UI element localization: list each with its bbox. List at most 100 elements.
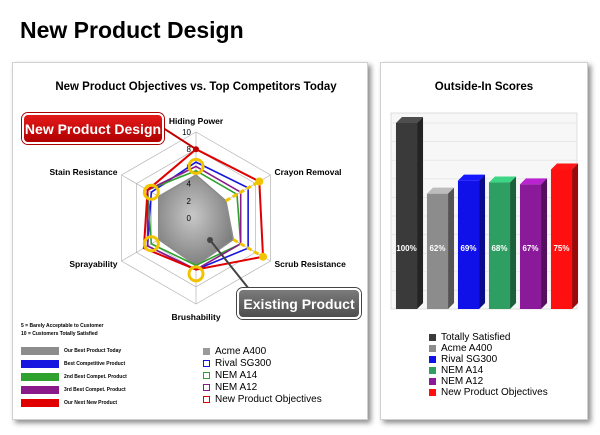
left-legend-item: 2nd Best Compet. Product (21, 370, 127, 383)
bar-panel: Outside-In Scores 100% 62% 69% 68% 67% 75% To… (380, 62, 588, 420)
legend-swatch (21, 372, 59, 381)
bar-legend-item: NEM A14 (429, 365, 548, 376)
callout-pointer-new (159, 125, 197, 151)
bar-rival-sg300 (457, 180, 480, 309)
bar-value-label: 100% (396, 244, 416, 253)
radar-chart: New Product Objectives vs. Top Competito… (49, 81, 346, 322)
bar-nem-a12 (519, 184, 542, 309)
left-legend-label: 3rd Best Compet. Product (64, 386, 126, 393)
radar-legend-item: NEM A14 (203, 369, 322, 381)
bar-value-label: 69% (460, 244, 476, 253)
radar-panel: New Product Objectives vs. Top Competito… (12, 62, 368, 420)
improvement-arrow (225, 180, 261, 203)
legend-swatch (429, 334, 436, 341)
legend-swatch (21, 398, 59, 407)
radar-axis-label: Brushability (171, 312, 220, 322)
callout-new-product-design: New Product Design (22, 113, 164, 144)
bar-legend-label: NEM A12 (441, 376, 484, 387)
bar-legend-label: Acme A400 (441, 343, 493, 354)
callout-pointer-dot (193, 146, 199, 153)
left-legend-item: Best Competitive Product (21, 357, 127, 370)
radar-axis-label: Sprayability (69, 259, 117, 269)
highlight-ring (187, 265, 205, 283)
radar-axis-label: Crayon Removal (274, 167, 341, 177)
legend-swatch (203, 371, 210, 379)
bar-top-face (550, 163, 579, 170)
legend-swatch (429, 356, 436, 363)
radar-legend-item: New Product Objectives (203, 393, 322, 405)
highlight-ring (142, 183, 160, 201)
radar-legend-label: New Product Objectives (215, 393, 322, 405)
bar-totally-satisfied (395, 123, 418, 309)
bar-legend-item: Totally Satisfied (429, 332, 548, 343)
scale-note-barely: 5 = Barely Acceptable to Customer (21, 323, 104, 329)
bar-side-face (448, 187, 455, 309)
left-legend-label: Our Next New Product (64, 399, 118, 406)
radar-tick-label: 8 (187, 145, 192, 154)
bar-legend-item: Acme A400 (429, 343, 548, 354)
legend-swatch (21, 359, 59, 368)
bar-chart: Outside-In Scores 100% 62% 69% 68% 67% 75% (390, 81, 579, 310)
legend-swatch (429, 389, 436, 396)
radar-legend: Acme A400 Rival SG300 NEM A14 NEM A12 Ne… (203, 345, 322, 405)
bar-value-label: 75% (553, 244, 569, 253)
radar-title: New Product Objectives vs. Top Competito… (55, 81, 337, 93)
radar-legend-item: Rival SG300 (203, 357, 322, 369)
bar-top-face (457, 174, 486, 181)
legend-swatch (429, 367, 436, 374)
bar-value-label: 67% (522, 244, 538, 253)
callout-existing-product: Existing Product (237, 288, 361, 319)
left-legend-label: Best Competitive Product (64, 360, 126, 367)
radar-legend-label: NEM A14 (215, 369, 258, 381)
radar-tick-label: 0 (187, 214, 192, 223)
left-legend-item: Our Next New Product (21, 396, 127, 409)
bar-top-face (395, 117, 424, 123)
left-legend-item: 3rd Best Compet. Product (21, 383, 127, 396)
bar-acme-a400 (426, 193, 449, 309)
callout-pointer-existing (209, 239, 250, 290)
left-legend-label: 2nd Best Compet. Product (64, 373, 127, 380)
legend-swatch (203, 359, 210, 367)
bar-legend-item: New Product Objectives (429, 387, 548, 398)
radar-legend-label: Rival SG300 (215, 357, 272, 369)
bar-top-face (426, 187, 455, 194)
radar-tick-label: 4 (187, 180, 192, 189)
improvement-arrowhead (255, 177, 264, 186)
bar-side-face (572, 163, 579, 309)
radar-series-acme-a400 (157, 174, 235, 267)
left-legend-item: Our Best Product Today (21, 344, 127, 357)
radar-legend-item: Acme A400 (203, 345, 322, 357)
bar-side-face (541, 178, 548, 309)
bar-side-face (479, 174, 486, 309)
highlight-ring (187, 157, 205, 175)
bar-new-product-objectives (550, 169, 573, 309)
bar-value-label: 62% (429, 244, 445, 253)
radar-tick-label: 10 (182, 128, 191, 137)
highlight-ring (142, 235, 160, 253)
bar-nem-a14 (488, 182, 511, 309)
bar-legend-item: NEM A12 (429, 376, 548, 387)
bar-title: Outside-In Scores (435, 81, 533, 93)
legend-swatch (203, 347, 210, 355)
improvement-arrowhead (259, 252, 268, 261)
improvement-arrow (232, 238, 264, 258)
bar-legend: Totally Satisfied Acme A400 Rival SG300 … (429, 332, 548, 398)
legend-swatch (203, 395, 210, 403)
bar-legend-label: NEM A14 (441, 365, 484, 376)
bar-legend-label: Rival SG300 (441, 354, 498, 365)
bar-side-face (417, 117, 424, 309)
bar-top-face (488, 176, 517, 183)
legend-swatch (429, 345, 436, 352)
bar-legend-label: New Product Objectives (441, 387, 548, 398)
page-title: New Product Design (20, 17, 244, 43)
bar-value-label: 68% (491, 244, 507, 253)
bar-top-face (519, 178, 548, 185)
radar-axis-label: Stain Resistance (49, 167, 117, 177)
bar-legend-label: Totally Satisfied (441, 332, 511, 343)
radar-legend-label: NEM A12 (215, 381, 258, 393)
left-legend-label: Our Best Product Today (64, 347, 122, 354)
radar-axis-label: Scrub Resistance (274, 259, 346, 269)
radar-legend-item: NEM A12 (203, 381, 322, 393)
radar-tick-label: 2 (187, 197, 192, 206)
legend-swatch (203, 383, 210, 391)
